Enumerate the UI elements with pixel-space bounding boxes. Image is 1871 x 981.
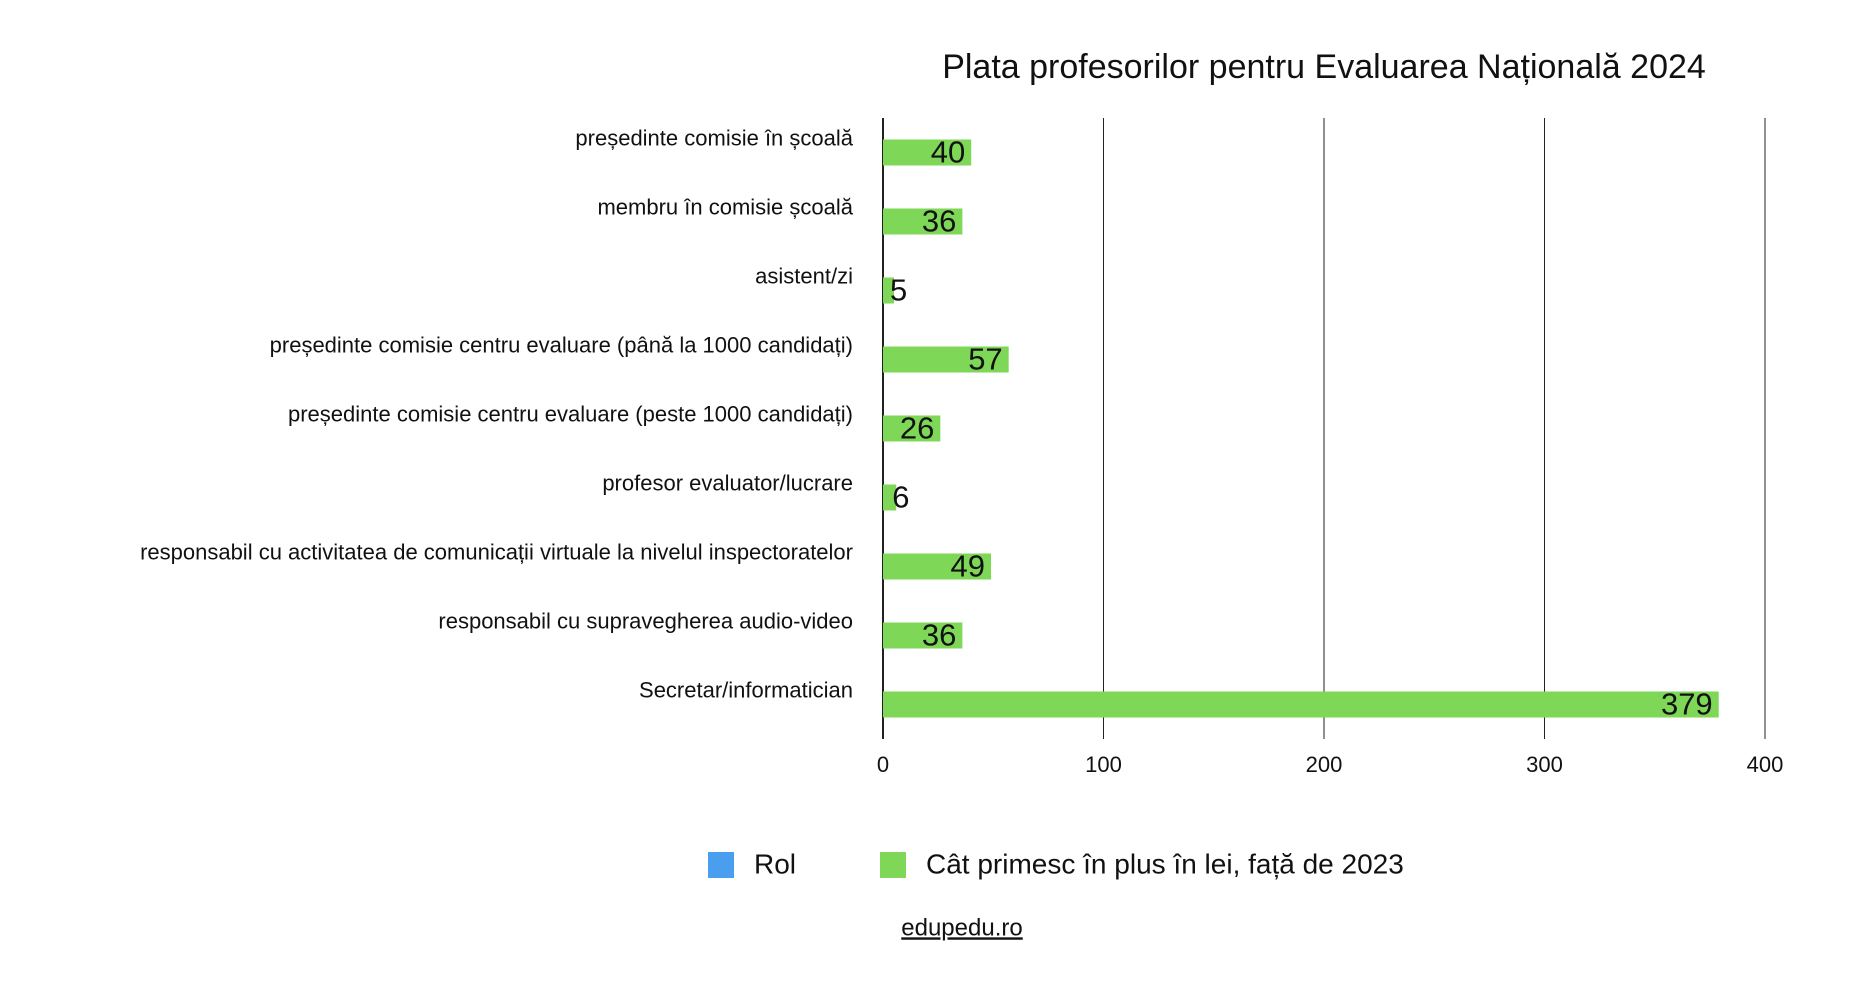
y-tick-label: Secretar/informatician <box>639 677 853 702</box>
bar <box>883 691 1719 718</box>
x-tick-label: 200 <box>1306 752 1343 777</box>
legend-swatch <box>708 852 734 878</box>
source: edupedu.ro <box>901 914 1022 941</box>
chart-title: Plata profesorilor pentru Evaluarea Nați… <box>942 48 1706 86</box>
y-tick-label: responsabil cu activitatea de comunicați… <box>140 539 853 564</box>
data-label: 49 <box>951 549 985 584</box>
data-label: 26 <box>900 411 934 446</box>
bar <box>883 622 963 649</box>
data-label: 379 <box>1661 687 1713 722</box>
x-tick-label: 0 <box>877 752 889 777</box>
legend-label: Cât primesc în plus în lei, față de 2023 <box>926 848 1404 879</box>
data-label: 57 <box>968 342 1002 377</box>
y-tick-label: președinte comisie centru evaluare (pest… <box>288 401 853 426</box>
data-label: 36 <box>922 618 956 653</box>
bar <box>883 208 963 235</box>
x-tick-label: 400 <box>1747 752 1784 777</box>
data-label: 6 <box>892 480 909 515</box>
y-tick-label: membru în comisie școală <box>597 194 853 219</box>
bar <box>883 139 972 166</box>
bar <box>883 553 992 580</box>
bar <box>883 415 941 442</box>
y-tick-label: președinte comisie în școală <box>575 125 853 150</box>
y-tick-label: președinte comisie centru evaluare (până… <box>270 332 853 357</box>
legend-label: Rol <box>754 848 796 879</box>
y-tick-label: asistent/zi <box>755 263 853 288</box>
bar <box>883 277 895 304</box>
data-label: 40 <box>931 135 965 170</box>
data-label: 5 <box>890 273 907 308</box>
legend-swatch <box>880 852 906 878</box>
bar <box>883 484 897 511</box>
x-tick-label: 100 <box>1085 752 1122 777</box>
y-tick-label: profesor evaluator/lucrare <box>602 470 853 495</box>
x-tick-label: 300 <box>1526 752 1563 777</box>
data-label: 36 <box>922 204 956 239</box>
y-tick-label: responsabil cu supravegherea audio-video <box>438 608 853 633</box>
bar <box>883 346 1009 373</box>
